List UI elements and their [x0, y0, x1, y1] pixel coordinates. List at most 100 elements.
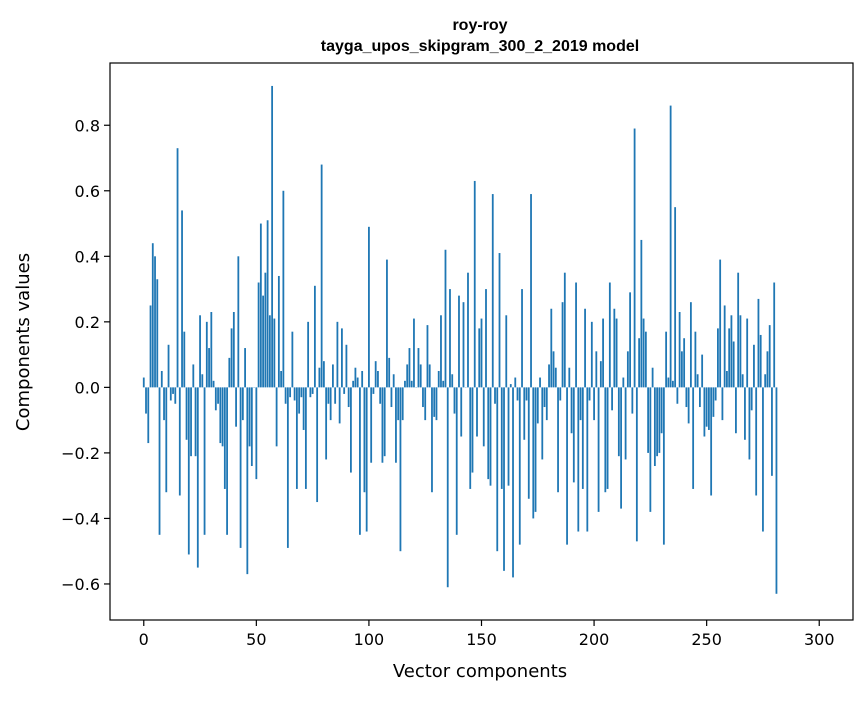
bar [764, 374, 766, 387]
bar [634, 129, 636, 388]
bar [411, 381, 413, 388]
bar [735, 387, 737, 433]
bar [235, 387, 237, 426]
bar [242, 387, 244, 420]
bar [289, 387, 291, 397]
bar [418, 348, 420, 387]
bar [143, 378, 145, 388]
bar [697, 374, 699, 387]
bar [386, 260, 388, 388]
bar [726, 371, 728, 387]
bar [391, 387, 393, 407]
bar [163, 387, 165, 420]
bar [431, 387, 433, 492]
bar [192, 364, 194, 387]
bar [749, 387, 751, 459]
bar [532, 387, 534, 518]
bar [328, 387, 330, 403]
bar [496, 387, 498, 551]
bar [339, 387, 341, 423]
bar [557, 387, 559, 492]
bar [321, 165, 323, 388]
bar [165, 387, 167, 492]
bar [577, 387, 579, 531]
bar [438, 371, 440, 387]
bar [258, 283, 260, 388]
bar [388, 358, 390, 387]
bar [620, 387, 622, 508]
bar [523, 387, 525, 439]
bar [753, 345, 755, 388]
x-tick-label: 100 [354, 630, 385, 649]
chart-title: roy-roy [452, 17, 507, 34]
bar [172, 387, 174, 394]
bar [188, 387, 190, 554]
bar [357, 378, 359, 388]
bar [240, 387, 242, 548]
bar [649, 387, 651, 512]
bar [751, 387, 753, 410]
y-tick-label: 0.2 [75, 313, 100, 332]
bar [742, 374, 744, 387]
bar [361, 371, 363, 387]
bar [519, 387, 521, 544]
bar [332, 364, 334, 387]
bar [186, 387, 188, 439]
bar [508, 387, 510, 485]
bar [197, 387, 199, 567]
bar [350, 387, 352, 472]
bar [546, 387, 548, 420]
x-tick-label: 300 [804, 630, 835, 649]
bar [598, 387, 600, 512]
bar [346, 345, 348, 388]
bar [731, 315, 733, 387]
bar [530, 194, 532, 387]
bar [316, 387, 318, 502]
bar [204, 387, 206, 534]
bar [717, 328, 719, 387]
bar [237, 256, 239, 387]
bar [758, 299, 760, 387]
bar [517, 387, 519, 400]
y-tick-label: 0.0 [75, 378, 100, 397]
bar [404, 381, 406, 388]
y-tick-label: 0.8 [75, 116, 100, 135]
bar [456, 387, 458, 534]
bar [654, 387, 656, 466]
y-tick-label: 0.4 [75, 247, 100, 266]
bar [537, 387, 539, 423]
bar [280, 371, 282, 387]
bar [368, 227, 370, 388]
bar [638, 338, 640, 387]
y-tick-label: −0.6 [61, 575, 100, 594]
bar [161, 371, 163, 387]
bar [501, 387, 503, 489]
bar [364, 387, 366, 492]
bar [568, 368, 570, 388]
bar [715, 387, 717, 400]
bar [661, 387, 663, 433]
bar [663, 387, 665, 544]
bar [719, 260, 721, 388]
bar [485, 289, 487, 387]
bar [611, 387, 613, 410]
bar [442, 381, 444, 388]
bar [665, 332, 667, 388]
bar [291, 332, 293, 388]
bar [600, 361, 602, 387]
bar [210, 312, 212, 387]
bar [604, 387, 606, 492]
bar [233, 312, 235, 387]
bar [436, 387, 438, 420]
bar [670, 106, 672, 388]
bar [744, 387, 746, 439]
bar [195, 387, 197, 456]
bar [521, 289, 523, 387]
bar [555, 368, 557, 388]
bar [656, 387, 658, 456]
chart-subtitle: tayga_upos_skipgram_300_2_2019 model [321, 38, 639, 55]
bar [672, 381, 674, 388]
bar [535, 387, 537, 512]
bar [559, 387, 561, 400]
